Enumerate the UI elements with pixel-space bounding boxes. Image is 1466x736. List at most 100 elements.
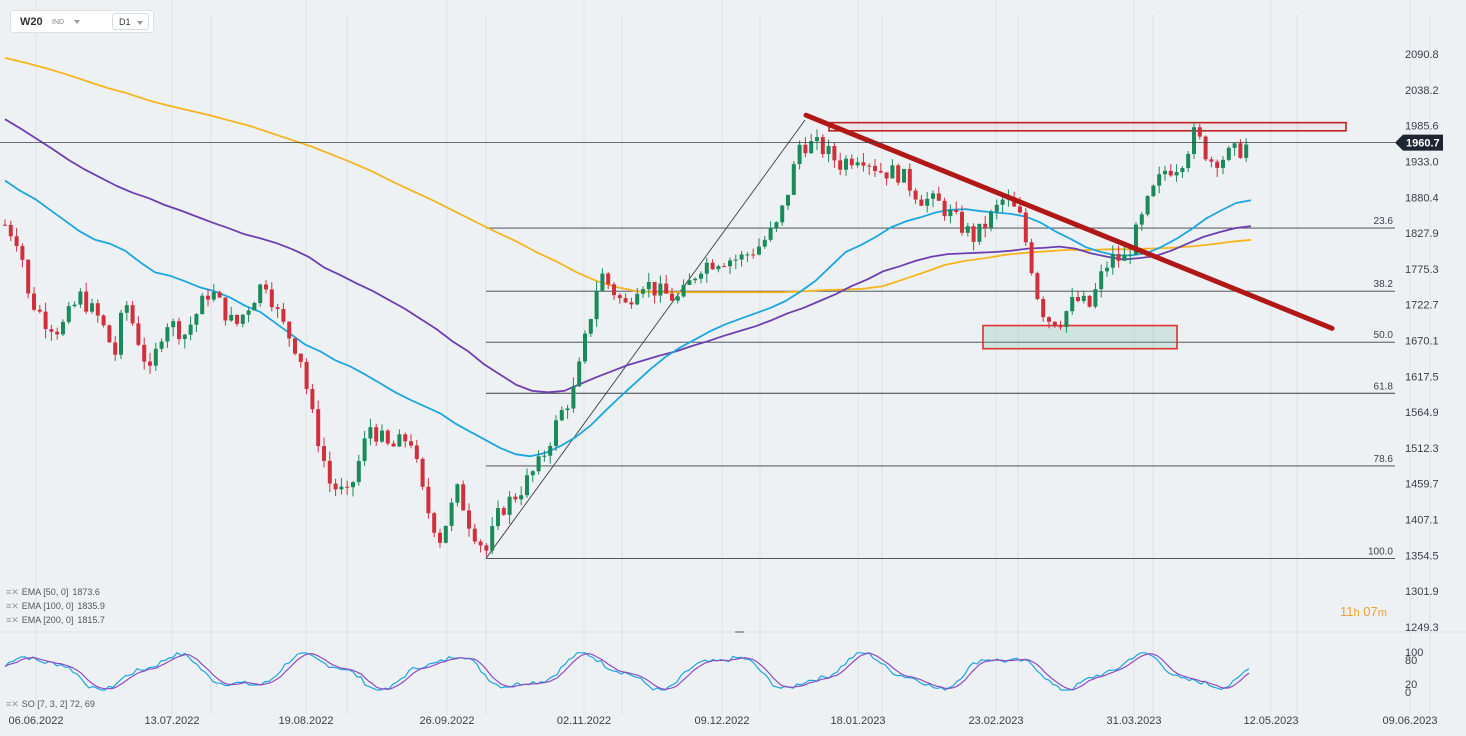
candle-body bbox=[130, 305, 135, 324]
candle-body bbox=[449, 502, 454, 526]
candle-body bbox=[351, 482, 355, 488]
ema50-legend[interactable]: ≡✕ EMA [50, 0] 1873.6 bbox=[6, 587, 100, 597]
oscillator-legend[interactable]: ≡✕ SO [7, 3, 2] 72, 69 bbox=[6, 699, 95, 709]
candle-body bbox=[322, 446, 326, 461]
candle-body bbox=[919, 199, 924, 206]
candle-body bbox=[809, 141, 814, 154]
candle-body bbox=[762, 239, 767, 247]
price-tick-label: 2038.2 bbox=[1405, 85, 1439, 97]
candle-body bbox=[1081, 295, 1086, 302]
candle-body bbox=[507, 496, 512, 515]
symbol-name[interactable]: W20 bbox=[20, 16, 43, 28]
candle-body bbox=[780, 205, 785, 223]
candle-body bbox=[368, 427, 373, 439]
support-zone bbox=[982, 324, 1178, 350]
candle-body bbox=[571, 386, 576, 409]
candle-body bbox=[472, 528, 477, 542]
current-price-label: 1960.7 bbox=[1406, 138, 1440, 150]
timeframe-value: D1 bbox=[119, 17, 131, 27]
candle-body bbox=[496, 508, 500, 527]
candle-body bbox=[148, 361, 152, 366]
candle-body bbox=[623, 298, 628, 303]
candle-body bbox=[1186, 153, 1191, 169]
candle-body bbox=[455, 484, 460, 503]
pane-resize-handle[interactable] bbox=[735, 631, 744, 633]
price-tick-label: 1827.9 bbox=[1405, 228, 1439, 240]
candle-body bbox=[385, 430, 390, 444]
candle-body bbox=[728, 260, 732, 267]
ema100-legend[interactable]: ≡✕ EMA [100, 0] 1835.9 bbox=[6, 601, 105, 611]
candle-body bbox=[791, 164, 796, 195]
menu-close-icon[interactable]: ≡✕ bbox=[6, 601, 19, 611]
candle-body bbox=[989, 211, 993, 229]
timeframe-chevron-down-icon bbox=[137, 21, 143, 25]
candle-body bbox=[907, 168, 912, 191]
candle-body bbox=[275, 307, 280, 310]
downtrend-line bbox=[803, 112, 1335, 331]
date-tick-label: 31.03.2023 bbox=[1106, 715, 1161, 727]
candle-body bbox=[1244, 144, 1249, 158]
candle-body bbox=[519, 495, 524, 500]
menu-close-icon[interactable]: ≡✕ bbox=[6, 699, 19, 709]
candle-body bbox=[403, 434, 408, 442]
candle-body bbox=[994, 204, 999, 212]
ema200-legend[interactable]: ≡✕ EMA [200, 0] 1815.7 bbox=[6, 615, 105, 625]
candle-body bbox=[664, 283, 669, 294]
date-tick-label: 02.11.2022 bbox=[557, 715, 611, 727]
candle-body bbox=[699, 273, 703, 279]
candle-body bbox=[530, 471, 535, 476]
candle-body bbox=[1087, 295, 1092, 307]
candle-body bbox=[188, 324, 193, 335]
candle-body bbox=[652, 281, 657, 296]
price-tick-label: 1301.9 bbox=[1405, 586, 1439, 598]
candle-body bbox=[1047, 317, 1051, 322]
candle-body bbox=[774, 222, 779, 228]
oscillator-tick-label: 20 bbox=[1405, 679, 1417, 691]
candle-body bbox=[559, 410, 564, 421]
candle-body bbox=[942, 200, 947, 217]
candle-body bbox=[37, 309, 42, 312]
candle-body bbox=[113, 342, 118, 355]
candle-body bbox=[739, 254, 744, 260]
candle-body bbox=[1105, 267, 1109, 272]
date-tick-label: 13.07.2022 bbox=[144, 715, 199, 727]
candle-body bbox=[1157, 174, 1162, 186]
candle-body bbox=[1168, 170, 1173, 176]
candle-body bbox=[1099, 271, 1104, 290]
price-tick-label: 1775.3 bbox=[1405, 264, 1439, 276]
candle-body bbox=[716, 266, 721, 270]
candle-body bbox=[159, 341, 164, 349]
ema200-line bbox=[4, 57, 1252, 294]
stochastic-d-line bbox=[4, 652, 1250, 691]
candle-body bbox=[681, 284, 686, 297]
timeframe-select[interactable]: D1 bbox=[112, 13, 149, 30]
oscillator-tick-label: 80 bbox=[1405, 655, 1417, 667]
fib-level-label: 38.2 bbox=[1374, 279, 1394, 290]
candle-body bbox=[588, 319, 593, 334]
fibonacci-retracement: 23.6 38.2 50.0 61.8 78.6 100.0 bbox=[485, 119, 1395, 559]
candle-body bbox=[484, 545, 489, 551]
candle-body bbox=[182, 334, 187, 340]
market-label: IND bbox=[52, 19, 65, 26]
candle-body bbox=[397, 434, 402, 447]
date-tick-label: 26.09.2022 bbox=[419, 715, 474, 727]
candle-body bbox=[32, 293, 36, 310]
menu-close-icon[interactable]: ≡✕ bbox=[6, 615, 19, 625]
candle-body bbox=[409, 441, 413, 446]
symbol-chevron-down-icon[interactable] bbox=[74, 20, 80, 24]
candle-body bbox=[66, 306, 71, 322]
candle-body bbox=[240, 314, 245, 324]
menu-close-icon[interactable]: ≡✕ bbox=[6, 587, 19, 597]
candle-body bbox=[1041, 299, 1046, 318]
candle-body bbox=[61, 321, 65, 335]
date-tick-label: 09.12.2022 bbox=[694, 715, 749, 727]
candle-body bbox=[1192, 127, 1196, 154]
candle-body bbox=[124, 305, 129, 313]
candle-body bbox=[8, 224, 13, 237]
candle-body bbox=[838, 160, 843, 170]
trendline bbox=[803, 112, 1335, 331]
candle-body bbox=[733, 259, 738, 261]
candle-body bbox=[438, 532, 442, 543]
candle-body bbox=[1076, 297, 1080, 302]
